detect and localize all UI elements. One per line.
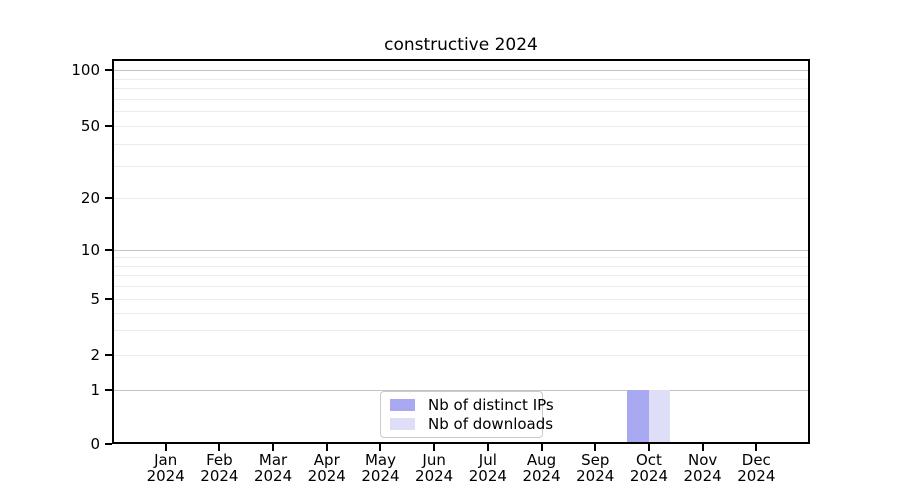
y-axis-tick-label: 10: [80, 241, 100, 259]
y-axis-tick-label: 2: [90, 346, 100, 364]
plot-area: [112, 59, 810, 444]
gridline-major: [112, 250, 810, 251]
x-tick-mark: [164, 444, 167, 451]
y-tick-mark: [105, 249, 112, 251]
x-axis-tick-label: Nov 2024: [683, 451, 722, 485]
legend-swatch-distinct-ips: [390, 398, 415, 411]
y-axis-tick-label: 100: [71, 61, 100, 79]
x-axis-tick-label: Aug 2024: [522, 451, 561, 485]
legend: Nb of distinct IPs Nb of downloads: [380, 391, 554, 438]
axis-spine-bottom: [112, 442, 810, 444]
gridline-minor: [112, 275, 810, 277]
y-axis-tick-label: 50: [80, 117, 100, 135]
gridline-minor: [112, 143, 810, 145]
x-tick-mark: [647, 444, 650, 451]
y-tick-mark: [105, 69, 112, 71]
y-tick-mark: [105, 443, 112, 445]
chart-title: constructive 2024: [384, 35, 538, 55]
y-tick-mark: [105, 125, 112, 127]
gridline-minor: [112, 286, 810, 288]
legend-label: Nb of downloads: [428, 415, 554, 434]
gridline-minor: [112, 111, 810, 113]
gridline-minor: [112, 88, 810, 90]
gridline-major: [112, 70, 810, 71]
gridline-minor: [112, 126, 810, 127]
gridline-minor: [112, 312, 810, 314]
y-tick-mark: [105, 354, 112, 356]
gridline-minor: [112, 265, 810, 267]
y-axis-tick-label: 5: [90, 290, 100, 308]
x-axis-tick-label: Sep 2024: [576, 451, 615, 485]
x-tick-mark: [594, 444, 597, 451]
x-tick-mark: [218, 444, 221, 451]
x-axis-tick-label: Apr 2024: [307, 451, 346, 485]
axis-spine-right: [808, 59, 810, 444]
legend-item: Nb of distinct IPs: [390, 395, 554, 415]
axis-spine-left: [112, 59, 114, 444]
y-axis-tick-label: 1: [90, 381, 100, 399]
legend-item: Nb of downloads: [390, 415, 553, 435]
y-tick-mark: [105, 298, 112, 300]
x-axis-tick-label: Jan 2024: [146, 451, 185, 485]
gridline-minor: [112, 299, 810, 300]
axis-spine-top: [112, 59, 810, 61]
x-tick-mark: [755, 444, 758, 451]
gridline-minor: [112, 355, 810, 356]
y-tick-mark: [105, 389, 112, 391]
x-axis-tick-label: Mar 2024: [253, 451, 293, 485]
legend-label: Nb of distinct IPs: [428, 395, 554, 414]
x-tick-mark: [486, 444, 489, 451]
x-axis-tick-label: Dec 2024: [737, 451, 776, 485]
x-tick-mark: [701, 444, 704, 451]
x-axis-tick-label: Jun 2024: [415, 451, 454, 485]
gridline-minor: [112, 198, 810, 199]
bar-distinct-ips: [627, 390, 649, 444]
gridline-major: [112, 390, 810, 391]
x-tick-mark: [433, 444, 436, 451]
gridline-minor: [112, 98, 810, 100]
gridline-minor: [112, 330, 810, 332]
y-tick-mark: [105, 197, 112, 199]
x-axis-tick-label: Feb 2024: [200, 451, 239, 485]
gridline-minor: [112, 166, 810, 168]
gridline-minor: [112, 257, 810, 259]
x-axis-tick-label: May 2024: [361, 451, 400, 485]
x-axis-tick-label: Oct 2024: [629, 451, 669, 485]
x-tick-mark: [379, 444, 382, 451]
gridline-minor: [112, 78, 810, 80]
y-axis-tick-label: 20: [80, 189, 100, 207]
x-tick-mark: [540, 444, 543, 451]
legend-swatch-downloads: [390, 418, 415, 431]
bar-downloads: [648, 390, 671, 444]
x-tick-mark: [325, 444, 328, 451]
x-tick-mark: [272, 444, 275, 451]
x-axis-tick-label: Jul 2024: [468, 451, 507, 485]
y-axis-tick-label: 0: [90, 435, 100, 453]
